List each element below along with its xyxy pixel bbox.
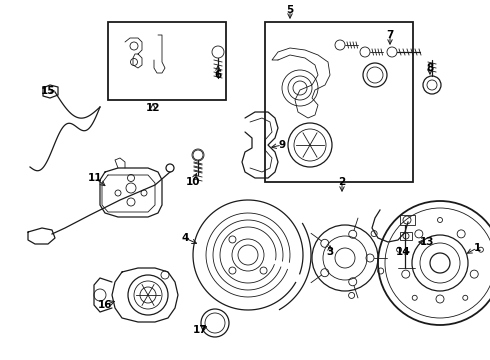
Text: 10: 10 <box>186 177 200 187</box>
Text: 14: 14 <box>396 247 410 257</box>
Bar <box>400 232 412 240</box>
Text: 16: 16 <box>98 300 112 310</box>
Bar <box>108 22 226 100</box>
Text: 17: 17 <box>193 325 207 335</box>
Bar <box>265 22 413 182</box>
Text: 13: 13 <box>420 237 434 247</box>
Text: 2: 2 <box>339 177 345 187</box>
Text: 7: 7 <box>386 30 393 40</box>
Text: 9: 9 <box>278 140 286 150</box>
Text: 5: 5 <box>286 5 294 15</box>
Text: 4: 4 <box>181 233 189 243</box>
Text: 1: 1 <box>473 243 481 253</box>
Text: 15: 15 <box>41 86 55 96</box>
Bar <box>400 215 415 225</box>
Text: 3: 3 <box>326 247 334 257</box>
Text: 6: 6 <box>215 70 221 80</box>
Text: 12: 12 <box>146 103 160 113</box>
Text: 11: 11 <box>88 173 102 183</box>
Text: 8: 8 <box>426 63 434 73</box>
